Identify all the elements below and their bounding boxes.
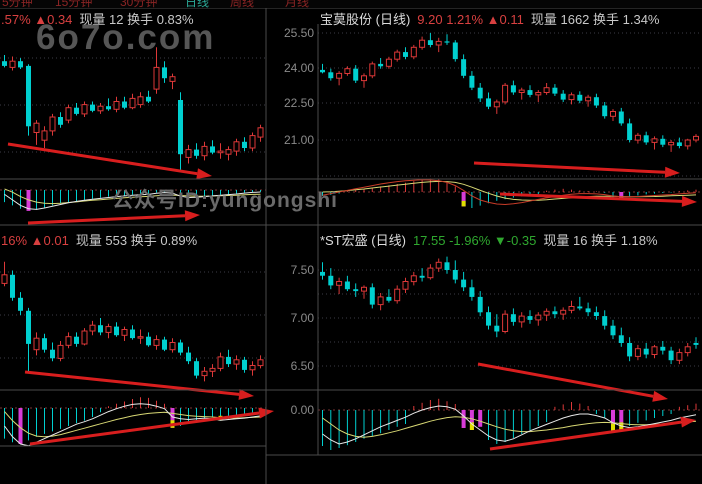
y-axis-tick: 24.00 bbox=[283, 61, 314, 75]
chart-header-bottomleft: 16% ▲0.01 现量 553 换手 0.89% bbox=[1, 230, 204, 249]
menu-item-weekly[interactable]: 周线 bbox=[230, 0, 255, 8]
chart-header-bottomright: *ST宏盛 (日线) 17.55 -1.96% ▼-0.35 现量 16 换手 1.… bbox=[320, 230, 665, 249]
chart-header-topright: 宝莫股份 (日线) 9.20 1.21% ▲0.11 现量 1662 换手 1.34… bbox=[320, 9, 667, 28]
price-change: 16% ▲0.01 bbox=[1, 233, 69, 248]
y-axis-tick: 22.50 bbox=[283, 96, 314, 110]
chart-header-topleft: .57% ▲0.34 现量 12 换手 0.83% bbox=[1, 9, 201, 28]
volume-turnover: 现量 1662 换手 1.34% bbox=[530, 12, 660, 27]
price-change: 9.20 1.21% ▲0.11 bbox=[417, 12, 524, 27]
y-axis-tick: 21.00 bbox=[283, 133, 314, 147]
stock-name: 宝莫股份 (日线) bbox=[320, 12, 411, 27]
menu-item-30min[interactable]: 30分钟 bbox=[120, 0, 158, 8]
y-axis-tick: 7.00 bbox=[290, 311, 314, 325]
chart-panel-baomo[interactable] bbox=[266, 8, 702, 225]
menu-item-5min[interactable]: 5分钟 bbox=[2, 0, 33, 8]
y-axis-tick: 0.00 bbox=[290, 403, 314, 417]
y-axis-tick: 7.50 bbox=[290, 263, 314, 277]
price-change: .57% ▲0.34 bbox=[1, 12, 73, 27]
chart-panel-bottomleft[interactable] bbox=[0, 225, 266, 446]
volume-turnover: 现量 553 换手 0.89% bbox=[75, 233, 198, 248]
menu-item-daily[interactable]: 日线 bbox=[185, 0, 210, 8]
wechat-id-watermark: 公众号ID:yungongshi bbox=[112, 189, 338, 212]
period-menu-bar: 5分钟 15分钟 30分钟 日线 周线 月线 bbox=[0, 0, 702, 8]
menu-item-15min[interactable]: 15分钟 bbox=[55, 0, 93, 8]
price-change: 17.55 -1.96% ▼-0.35 bbox=[412, 233, 537, 248]
y-axis-tick: 6.50 bbox=[290, 359, 314, 373]
menu-item-monthly[interactable]: 月线 bbox=[285, 0, 310, 8]
stock-name: *ST宏盛 (日线) bbox=[320, 233, 406, 248]
chart-panel-topleft[interactable] bbox=[0, 8, 266, 225]
site-watermark: 6o7o.com bbox=[36, 18, 216, 57]
volume-turnover: 现量 12 换手 0.83% bbox=[79, 12, 194, 27]
volume-turnover: 现量 16 换手 1.18% bbox=[543, 233, 658, 248]
chart-panel-st-hongsheng[interactable] bbox=[266, 225, 702, 455]
y-axis-tick: 25.50 bbox=[283, 26, 314, 40]
